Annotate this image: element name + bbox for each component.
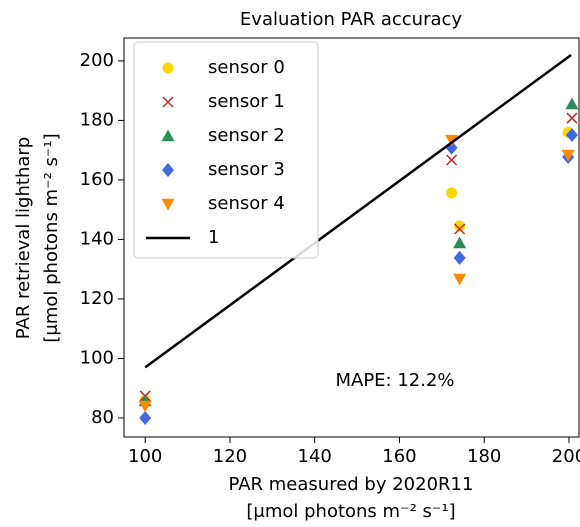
x-tick-label: 200 xyxy=(552,446,580,467)
plot-area xyxy=(138,53,579,425)
y-tick-label: 180 xyxy=(80,109,114,130)
x-axis-label: PAR measured by 2020R11 xyxy=(229,474,474,495)
x-axis-label: [μmol photons m⁻² s⁻¹] xyxy=(246,501,455,522)
point xyxy=(566,112,578,124)
y-axis-label: [μmol photons m⁻² s⁻¹] xyxy=(41,133,62,342)
y-axis-label: PAR retrieval lightharp xyxy=(13,137,34,339)
legend-label: sensor 1 xyxy=(208,91,285,112)
point xyxy=(446,187,458,199)
line xyxy=(144,53,572,369)
x-tick-label: 180 xyxy=(467,446,501,467)
point xyxy=(454,220,466,232)
point xyxy=(454,223,466,235)
legend-label: sensor 4 xyxy=(208,193,285,214)
legend-label: sensor 3 xyxy=(208,159,285,180)
point xyxy=(453,236,467,249)
point xyxy=(446,154,458,166)
point xyxy=(445,134,459,147)
legend-label: 1 xyxy=(208,227,219,248)
y-tick-label: 200 xyxy=(80,50,114,71)
x-tick-label: 100 xyxy=(128,446,162,467)
chart-title: Evaluation PAR accuracy xyxy=(240,9,463,30)
point xyxy=(565,127,578,142)
y-tick-label: 140 xyxy=(80,228,114,249)
legend-marker xyxy=(161,129,175,142)
legend-marker xyxy=(162,163,174,177)
legend-marker xyxy=(162,62,174,74)
point xyxy=(565,97,579,110)
y-tick-label: 120 xyxy=(80,288,114,309)
point xyxy=(138,400,152,413)
point xyxy=(139,410,152,425)
y-tick-label: 80 xyxy=(91,407,114,428)
x-tick-label: 140 xyxy=(298,446,332,467)
legend-label: sensor 0 xyxy=(208,57,285,78)
point xyxy=(561,149,575,162)
y-tick-label: 100 xyxy=(80,347,114,368)
x-tick-label: 160 xyxy=(382,446,416,467)
legend-marker xyxy=(162,96,174,108)
annotation: MAPE: 12.2% xyxy=(335,370,454,391)
point xyxy=(453,250,466,265)
legend-label: sensor 2 xyxy=(208,125,285,146)
y-tick-label: 160 xyxy=(80,169,114,190)
legend-box xyxy=(133,41,319,259)
point xyxy=(453,273,467,286)
legend-marker xyxy=(161,198,175,211)
plot-frame xyxy=(123,37,580,438)
x-tick-label: 120 xyxy=(213,446,247,467)
